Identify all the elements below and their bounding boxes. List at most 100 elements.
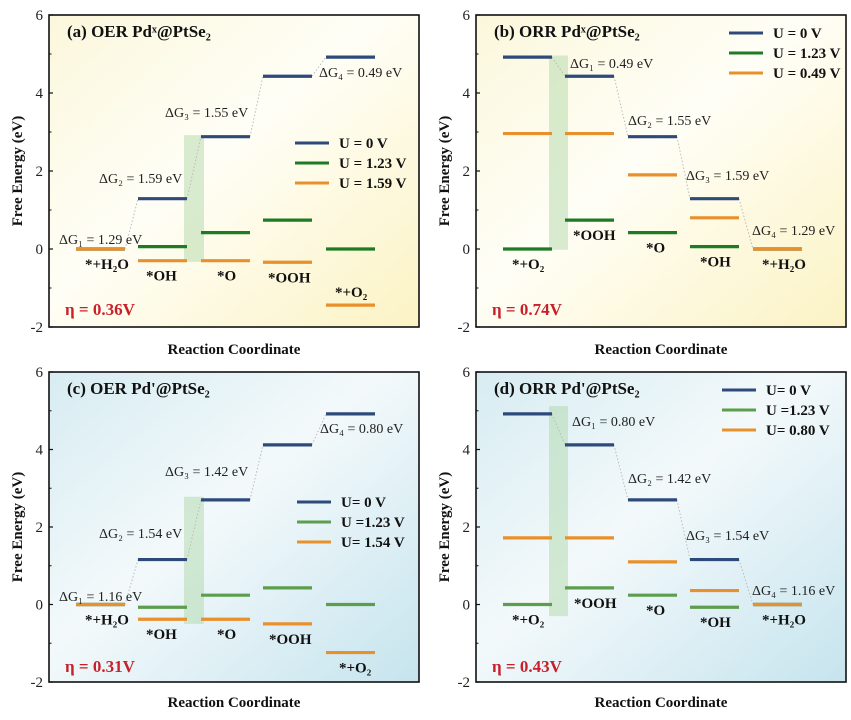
delta-g-label: ΔG₃ = 1.55 eV (165, 106, 248, 121)
step-connector (311, 56, 327, 77)
y-tick-label: 4 (463, 86, 471, 102)
step-connector (124, 559, 139, 605)
y-tick-label: 2 (36, 164, 44, 180)
species-label: *+H₂O (85, 257, 129, 273)
panel-title: (a) OER Pdˣ@PtSe₂ (67, 22, 211, 41)
y-tick-label: 0 (463, 242, 471, 258)
y-tick-label: 4 (36, 443, 44, 459)
y-tick-label: 6 (36, 8, 44, 24)
legend-label: U= 1.54 V (341, 535, 405, 551)
step-connector (676, 136, 691, 199)
overpotential-label: η = 0.31V (65, 657, 136, 676)
x-axis-title: Reaction Coordinate (595, 342, 728, 358)
species-label: *+H₂O (762, 613, 806, 629)
y-tick-label: 2 (463, 520, 471, 536)
delta-g-label: ΔG₃ = 1.59 eV (686, 169, 769, 184)
legend-label: U= 0.80 V (766, 423, 830, 439)
y-tick-label: -2 (31, 675, 44, 691)
delta-g-label: ΔG₁ = 0.49 eV (570, 57, 653, 72)
delta-g-label: ΔG₄ = 1.16 eV (752, 584, 835, 599)
legend-label: U = 0 V (773, 26, 822, 42)
y-tick-label: 6 (463, 8, 471, 24)
step-connector (551, 56, 566, 77)
x-axis-title: Reaction Coordinate (595, 695, 728, 711)
y-axis-title: Free Energy (eV) (10, 116, 26, 227)
species-label: *OOH (574, 596, 617, 612)
y-tick-label: -2 (31, 320, 44, 336)
species-label: *+O₂ (335, 285, 368, 301)
y-axis-title: Free Energy (eV) (437, 116, 453, 227)
delta-g-label: ΔG₂ = 1.55 eV (628, 114, 711, 129)
legend-label: U= 0 V (341, 495, 386, 511)
plot-background (49, 15, 419, 327)
y-tick-label: -2 (458, 675, 471, 691)
delta-g-label: ΔG₁ = 1.16 eV (59, 590, 142, 605)
delta-g-label: ΔG₄ = 1.29 eV (752, 224, 835, 239)
legend-label: U =1.23 V (341, 515, 405, 531)
legend-label: U = 0 V (339, 136, 388, 152)
overpotential-label: η = 0.74V (492, 300, 563, 319)
species-label: *+O₂ (512, 257, 545, 273)
delta-g-label: ΔG₂ = 1.42 eV (628, 472, 711, 487)
species-label: *OOH (573, 228, 616, 244)
y-tick-label: 6 (36, 365, 44, 381)
step-connector (124, 198, 139, 250)
delta-g-label: ΔG₂ = 1.59 eV (99, 172, 182, 187)
y-tick-label: 2 (463, 164, 471, 180)
legend-label: U = 1.23 V (339, 156, 407, 172)
y-tick-label: 0 (463, 598, 471, 614)
species-label: *OOH (269, 632, 312, 648)
x-axis-title: Reaction Coordinate (168, 695, 301, 711)
species-label: *+O₂ (512, 613, 545, 629)
species-label: *OH (700, 615, 731, 631)
rate-determining-step-band (184, 496, 204, 624)
panel-b: -2 0 2 4 6 Free Energy (eV) Reaction Coordinat… (437, 8, 847, 358)
x-axis-title: Reaction Coordinate (168, 342, 301, 358)
y-tick-label: 0 (36, 242, 44, 258)
panel-title: (d) ORR Pd'@PtSe₂ (494, 379, 640, 398)
rate-determining-step-band (549, 406, 568, 617)
species-label: *O (646, 241, 665, 257)
rate-determining-step-band (549, 55, 568, 250)
step-connector (613, 444, 629, 500)
species-label: *+H₂O (762, 257, 806, 273)
y-tick-label: 2 (36, 520, 44, 536)
species-label: *OH (700, 255, 731, 271)
species-label: *O (217, 627, 236, 643)
legend-label: U =1.23 V (766, 403, 830, 419)
step-connector (186, 136, 202, 199)
delta-g-label: ΔG₁ = 1.29 eV (59, 233, 142, 248)
species-label: *O (646, 603, 665, 619)
delta-g-label: ΔG₂ = 1.54 eV (99, 527, 182, 542)
y-tick-label: 4 (463, 443, 471, 459)
species-label: *+H₂O (85, 613, 129, 629)
panel-title: (b) ORR Pdˣ@PtSe₂ (494, 22, 640, 41)
panel-c: -2 0 2 4 6 Free Energy (eV) Reaction Coordinat… (10, 365, 420, 711)
species-label: *+O₂ (339, 661, 372, 677)
delta-g-label: ΔG₄ = 0.49 eV (319, 66, 402, 81)
legend-label: U = 1.23 V (773, 46, 841, 62)
legend-label: U = 0.49 V (773, 66, 841, 82)
overpotential-label: η = 0.43V (492, 657, 563, 676)
y-tick-label: 4 (36, 86, 44, 102)
y-tick-label: 0 (36, 598, 44, 614)
legend-label: U = 1.59 V (339, 176, 407, 192)
step-connector (738, 559, 754, 605)
panel-title: (c) OER Pd'@PtSe₂ (67, 379, 210, 398)
y-tick-label: 6 (463, 365, 471, 381)
species-label: *OOH (268, 270, 311, 286)
legend-label: U= 0 V (766, 383, 811, 399)
overpotential-label: η = 0.36V (65, 300, 136, 319)
species-label: *OH (146, 627, 177, 643)
delta-g-label: ΔG₃ = 1.54 eV (686, 529, 769, 544)
delta-g-label: ΔG₄ = 0.80 eV (320, 422, 403, 437)
species-label: *O (217, 269, 236, 285)
panel-d: -2 0 2 4 6 Free Energy (eV) Reaction Coordinat… (437, 365, 847, 711)
step-connector (551, 413, 566, 446)
y-axis-title: Free Energy (eV) (10, 472, 26, 583)
delta-g-label: ΔG₃ = 1.42 eV (165, 465, 248, 480)
step-connector (249, 444, 264, 500)
plot-background (476, 15, 846, 327)
panel-a: -2 0 2 4 6 Free Energy (eV) Reaction Coordinat… (10, 8, 420, 358)
